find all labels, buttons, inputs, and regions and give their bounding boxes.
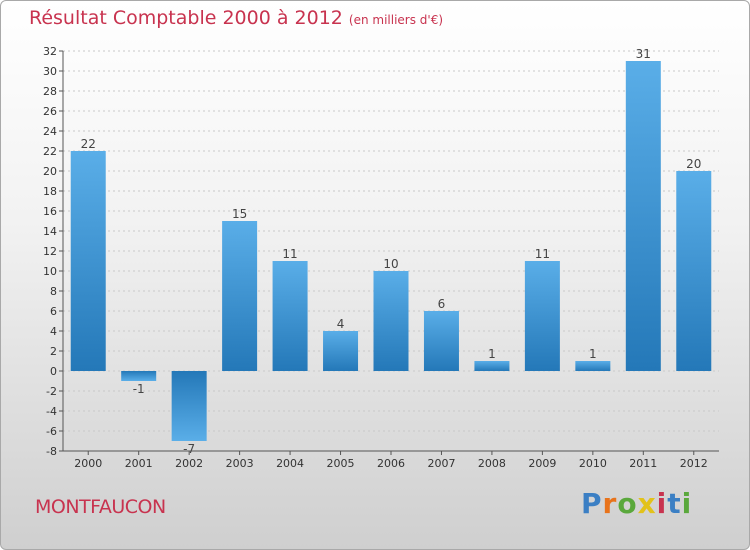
x-tick-label: 2010: [579, 457, 607, 470]
x-tick-label: 2012: [680, 457, 708, 470]
x-tick-label: 2001: [125, 457, 153, 470]
logo-letter: i: [681, 487, 693, 520]
data-label: 10: [383, 257, 398, 271]
x-tick-label: 2008: [478, 457, 506, 470]
data-label: 11: [282, 247, 297, 261]
logo-letter: t: [667, 487, 682, 520]
y-tick-label: 10: [43, 265, 57, 278]
y-tick-label: 24: [43, 125, 57, 138]
y-tick-label: 2: [50, 345, 57, 358]
y-tick-label: -6: [46, 425, 57, 438]
x-tick-label: 2002: [175, 457, 203, 470]
x-tick-label: 2009: [528, 457, 556, 470]
bar: [373, 271, 409, 371]
y-tick-label: 28: [43, 85, 57, 98]
bar: [474, 361, 510, 371]
bar: [676, 171, 712, 371]
data-label: 4: [337, 317, 345, 331]
y-tick-label: 22: [43, 145, 57, 158]
commune-name: MONTFAUCON: [35, 496, 166, 518]
bar: [524, 261, 560, 371]
x-tick-label: 2000: [74, 457, 102, 470]
unit-note: (en milliers d'€): [348, 13, 444, 27]
y-tick-label: 16: [43, 205, 57, 218]
y-tick-label: -2: [46, 385, 57, 398]
bar: [171, 371, 207, 441]
bar: [323, 331, 359, 371]
title-text: Résultat Comptable 2000 à 2012: [29, 7, 343, 29]
y-tick-label: 0: [50, 365, 57, 378]
bar: [423, 311, 459, 371]
bar: [70, 151, 106, 371]
data-label: 31: [636, 47, 651, 61]
y-tick-label: 4: [50, 325, 57, 338]
data-label: 11: [535, 247, 550, 261]
data-label: 20: [686, 157, 701, 171]
x-tick-label: 2003: [226, 457, 254, 470]
y-tick-label: 18: [43, 185, 57, 198]
y-tick-label: -4: [46, 405, 57, 418]
bar: [575, 361, 611, 371]
logo-letter: o: [617, 487, 638, 520]
logo-letter: i: [656, 487, 668, 520]
bar: [272, 261, 308, 371]
x-tick-label: 2011: [629, 457, 657, 470]
bar: [222, 221, 258, 371]
y-tick-label: 30: [43, 65, 57, 78]
y-tick-label: 32: [43, 45, 57, 58]
data-label: 15: [232, 207, 247, 221]
x-tick-label: 2004: [276, 457, 304, 470]
data-label: 22: [81, 137, 96, 151]
x-tick-label: 2005: [327, 457, 355, 470]
data-label: -7: [183, 442, 195, 456]
proxiti-logo: Proxiti: [581, 487, 692, 520]
y-tick-label: 12: [43, 245, 57, 258]
y-tick-label: 14: [43, 225, 57, 238]
y-tick-label: 8: [50, 285, 57, 298]
logo-letter: P: [581, 487, 603, 520]
y-tick-label: 6: [50, 305, 57, 318]
x-tick-label: 2006: [377, 457, 405, 470]
bar: [625, 61, 661, 371]
data-label: 1: [589, 347, 597, 361]
logo-letter: r: [602, 487, 618, 520]
x-tick-label: 2007: [427, 457, 455, 470]
data-label: -1: [133, 382, 145, 396]
y-tick-label: -8: [46, 445, 57, 458]
y-tick-label: 20: [43, 165, 57, 178]
bar: [121, 371, 157, 381]
y-tick-label: 26: [43, 105, 57, 118]
data-label: 1: [488, 347, 496, 361]
data-label: 6: [438, 297, 446, 311]
chart-title: Résultat Comptable 2000 à 2012 (en millie…: [29, 7, 443, 29]
logo-letter: x: [637, 487, 657, 520]
